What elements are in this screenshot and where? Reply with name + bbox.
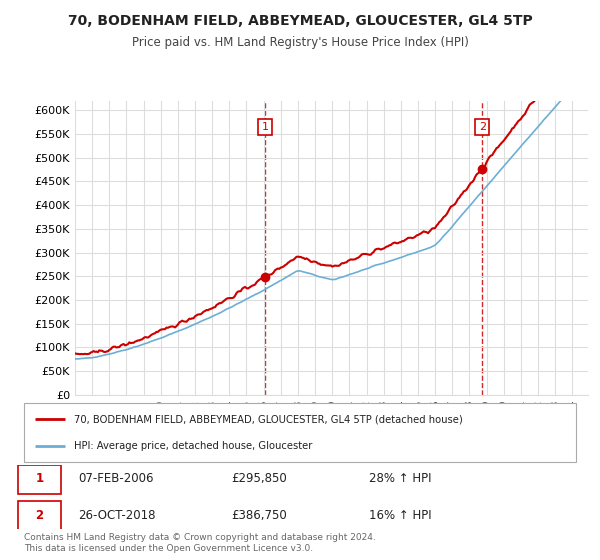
Text: £295,850: £295,850 — [231, 473, 287, 486]
Text: 70, BODENHAM FIELD, ABBEYMEAD, GLOUCESTER, GL4 5TP (detached house): 70, BODENHAM FIELD, ABBEYMEAD, GLOUCESTE… — [74, 414, 463, 424]
Text: 1: 1 — [262, 122, 269, 132]
Text: 70, BODENHAM FIELD, ABBEYMEAD, GLOUCESTER, GL4 5TP: 70, BODENHAM FIELD, ABBEYMEAD, GLOUCESTE… — [68, 14, 532, 28]
FancyBboxPatch shape — [18, 465, 61, 494]
Text: 16% ↑ HPI: 16% ↑ HPI — [369, 508, 432, 521]
Text: HPI: Average price, detached house, Gloucester: HPI: Average price, detached house, Glou… — [74, 441, 312, 451]
Text: Contains HM Land Registry data © Crown copyright and database right 2024.
This d: Contains HM Land Registry data © Crown c… — [24, 533, 376, 553]
Text: £386,750: £386,750 — [231, 508, 287, 521]
Text: 1: 1 — [35, 473, 44, 486]
Text: Price paid vs. HM Land Registry's House Price Index (HPI): Price paid vs. HM Land Registry's House … — [131, 36, 469, 49]
Text: 26-OCT-2018: 26-OCT-2018 — [78, 508, 156, 521]
Text: 2: 2 — [479, 122, 486, 132]
Text: 07-FEB-2006: 07-FEB-2006 — [78, 473, 154, 486]
Text: 28% ↑ HPI: 28% ↑ HPI — [369, 473, 431, 486]
Text: 2: 2 — [35, 508, 44, 521]
FancyBboxPatch shape — [18, 501, 61, 530]
FancyBboxPatch shape — [24, 403, 576, 462]
